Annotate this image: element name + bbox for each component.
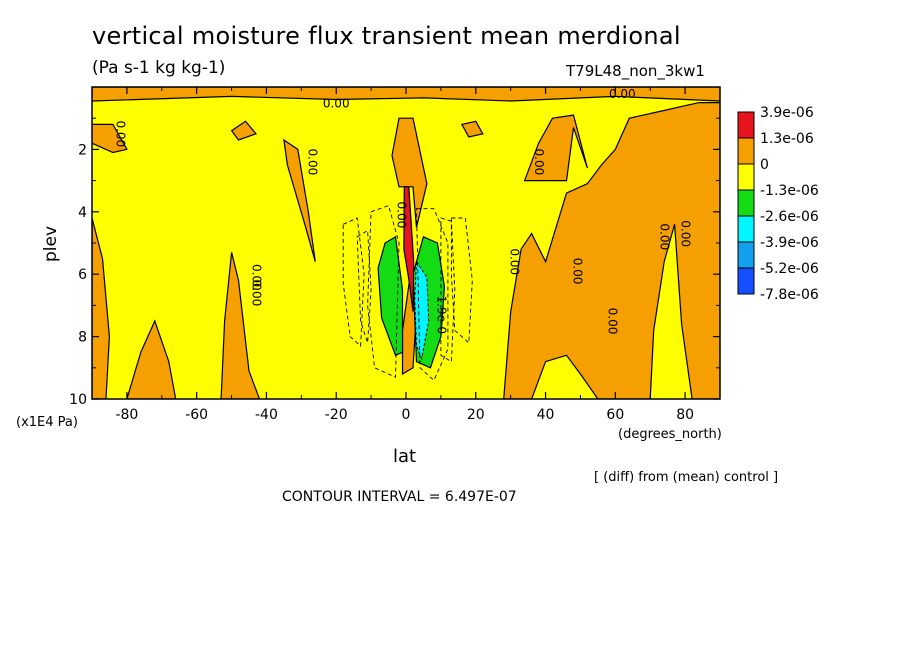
y-tick-label: 8 bbox=[78, 330, 87, 346]
dashed-contour-0 bbox=[342, 217, 365, 347]
region-orange-10 bbox=[230, 120, 258, 141]
contour-label: 0.00 bbox=[605, 308, 619, 335]
legend-level-label: -7.8e-06 bbox=[760, 287, 819, 303]
x-tick-label: -40 bbox=[255, 407, 278, 423]
x-tick-label: -60 bbox=[185, 407, 208, 423]
chart-title: vertical moisture flux transient mean me… bbox=[92, 22, 681, 50]
plot-area: 0.000.000.000.00 0.000.000.00 0.000.000.00… bbox=[92, 87, 720, 399]
contour-label: 0.00 bbox=[679, 220, 693, 247]
y-axis-label: plev bbox=[41, 226, 61, 262]
contour-label: 0.00 bbox=[394, 202, 408, 229]
region-orange-1 bbox=[92, 217, 111, 399]
region-orange-3 bbox=[220, 252, 261, 399]
region-orange-4 bbox=[283, 138, 316, 262]
y-tick-label: 2 bbox=[78, 142, 87, 158]
contour-interval: CONTOUR INTERVAL = 6.497E-07 bbox=[282, 489, 517, 505]
contour-label: 0.00 bbox=[323, 96, 350, 110]
legend-swatch-green bbox=[737, 189, 755, 217]
contour-label: 0.00 bbox=[508, 248, 522, 275]
x-tick-label: 0 bbox=[402, 407, 411, 423]
contour-label: 0.00 bbox=[305, 149, 319, 176]
contour-label: 0.00 bbox=[249, 264, 263, 291]
contour-label: 0.00 bbox=[658, 223, 672, 250]
dashed-contour-3 bbox=[440, 217, 456, 363]
x-tick-label: 20 bbox=[467, 407, 485, 423]
legend-swatch-yellow bbox=[737, 163, 755, 191]
x-tick-label: -20 bbox=[325, 407, 348, 423]
legend-level-label: 3.9e-06 bbox=[760, 105, 814, 121]
y-tick-label: 4 bbox=[78, 205, 87, 221]
y-tick-label: 6 bbox=[78, 267, 87, 283]
legend-level-label: -2.6e-06 bbox=[760, 209, 819, 225]
contour-label: 1.9e-0 bbox=[434, 296, 448, 334]
contour-label: 0.00 bbox=[609, 87, 636, 101]
region-orange-11 bbox=[460, 120, 484, 138]
dashed-contour-4 bbox=[367, 205, 400, 378]
legend-level-label: -1.3e-06 bbox=[760, 183, 819, 199]
legend-swatch-blue bbox=[737, 267, 755, 295]
dashed-contour-1 bbox=[356, 229, 372, 343]
contour-label: 0.00 bbox=[249, 280, 263, 307]
legend-swatch-lightblue bbox=[737, 241, 755, 269]
legend-swatch-orange bbox=[737, 137, 755, 165]
legend-swatch-red bbox=[737, 111, 755, 139]
contour-label: 0.00 bbox=[113, 120, 127, 147]
legend: 3.9e-06 1.3e-06 0 -1.3e-06 -2.6e-06 -3.9e-06 -… bbox=[737, 105, 819, 303]
x-tick-label: -80 bbox=[115, 407, 138, 423]
units-label: (Pa s-1 kg kg-1) bbox=[92, 58, 226, 78]
legend-swatch-cyan bbox=[737, 215, 755, 243]
region-orange-8 bbox=[503, 101, 720, 399]
x-tick-label: 60 bbox=[606, 407, 624, 423]
legend-level-label: 1.3e-06 bbox=[760, 131, 814, 147]
region-red bbox=[403, 186, 415, 312]
legend-level-label: -5.2e-06 bbox=[760, 261, 819, 277]
x-tick-label: 40 bbox=[537, 407, 555, 423]
diff-note: [ (diff) from (mean) control ] bbox=[594, 470, 779, 485]
region-orange-5 bbox=[391, 117, 428, 228]
dashed-contour-5 bbox=[416, 208, 449, 382]
axes: -80 -60 -40 -20 0 20 40 60 80 2 4 6 8 10 plev bbox=[41, 87, 721, 423]
legend-level-label: -3.9e-06 bbox=[760, 235, 819, 251]
region-orange-2 bbox=[126, 319, 177, 399]
legend-level-label: 0 bbox=[760, 157, 769, 173]
contour-label: 0.00 bbox=[570, 258, 584, 285]
contour-label: 0.00 bbox=[532, 149, 546, 176]
run-label: T79L48_non_3kw1 bbox=[566, 62, 705, 80]
y-axis-unit: (x1E4 Pa) bbox=[16, 415, 78, 430]
y-tick-label: 10 bbox=[69, 392, 87, 408]
region-orange-7 bbox=[523, 114, 588, 182]
x-axis-label: lat bbox=[393, 446, 417, 467]
region-orange-9 bbox=[92, 123, 128, 154]
x-tick-label: 80 bbox=[676, 407, 694, 423]
x-axis-unit: (degrees_north) bbox=[618, 427, 722, 442]
